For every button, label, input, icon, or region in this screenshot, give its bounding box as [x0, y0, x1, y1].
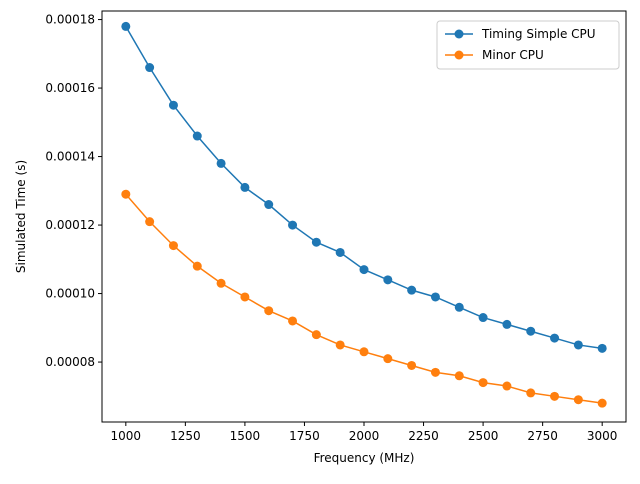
y-axis-label: Simulated Time (s) — [14, 160, 28, 273]
data-point — [264, 306, 274, 316]
data-point — [383, 354, 393, 364]
x-tick-label: 1000 — [111, 429, 142, 443]
data-point — [430, 292, 440, 302]
data-point — [526, 388, 536, 398]
legend-box — [436, 20, 620, 70]
data-point — [264, 200, 274, 210]
x-tick-label: 2250 — [408, 429, 439, 443]
y-tick-label: 0.00014 — [45, 150, 95, 164]
data-point — [502, 381, 512, 391]
series-line-1 — [125, 26, 603, 350]
data-point — [240, 292, 250, 302]
data-point — [407, 285, 417, 295]
data-point — [335, 247, 345, 257]
series-line-2 — [125, 193, 603, 404]
data-point — [454, 302, 464, 312]
legend-label: Timing Simple CPU — [481, 27, 596, 41]
y-tick-label: 0.00010 — [45, 287, 95, 301]
data-point — [359, 265, 369, 275]
data-point — [478, 313, 488, 323]
data-point — [335, 340, 345, 350]
y-tick-label: 0.00016 — [45, 81, 95, 95]
data-point — [311, 237, 321, 247]
data-point — [573, 395, 583, 405]
data-point — [168, 100, 178, 110]
data-point — [240, 182, 250, 192]
y-tick-label: 0.00008 — [45, 355, 95, 369]
x-tick-label: 1750 — [289, 429, 320, 443]
data-point — [383, 275, 393, 285]
data-point — [573, 340, 583, 350]
data-point — [192, 261, 202, 271]
data-point — [216, 278, 226, 288]
data-point — [145, 63, 155, 73]
data-point — [454, 371, 464, 381]
x-tick-label: 3000 — [587, 429, 618, 443]
axes-frame — [101, 10, 627, 423]
x-tick-label: 2750 — [527, 429, 558, 443]
legend: Timing Simple CPU Minor CPU — [436, 20, 620, 70]
data-point — [216, 158, 226, 168]
data-point — [597, 343, 607, 353]
data-point — [478, 378, 488, 388]
data-point — [311, 330, 321, 340]
data-point — [288, 220, 298, 230]
data-point — [430, 367, 440, 377]
x-axis-label: Frequency (MHz) — [314, 451, 415, 465]
axis-ticks: 1000 1250 1500 1750 2000 2250 2500 2750 3000 0.00… — [45, 13, 617, 443]
data-point — [288, 316, 298, 326]
data-point — [121, 189, 131, 199]
data-point — [597, 398, 607, 408]
x-tick-label: 2000 — [349, 429, 380, 443]
y-tick-label: 0.00018 — [45, 13, 95, 27]
data-point — [502, 319, 512, 329]
data-point — [407, 360, 417, 370]
y-tick-label: 0.00012 — [45, 218, 95, 232]
legend-label: Minor CPU — [482, 48, 544, 62]
x-tick-label: 1250 — [170, 429, 201, 443]
legend-marker — [454, 29, 464, 39]
data-point — [145, 217, 155, 227]
data-point — [550, 391, 560, 401]
legend-marker — [454, 50, 464, 60]
x-tick-label: 2500 — [468, 429, 499, 443]
data-point — [550, 333, 560, 343]
data-point — [359, 347, 369, 357]
data-point — [192, 131, 202, 141]
data-point — [168, 241, 178, 251]
data-point — [121, 21, 131, 31]
data-point — [526, 326, 536, 336]
x-tick-label: 1500 — [230, 429, 261, 443]
plot-series — [121, 21, 607, 408]
